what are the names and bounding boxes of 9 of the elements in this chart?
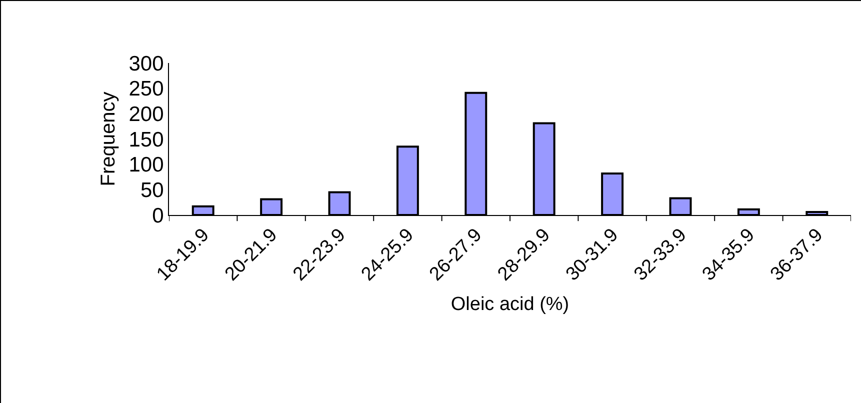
- y-tick-label: 150: [128, 128, 164, 152]
- y-tick-label: 50: [140, 179, 164, 202]
- y-axis-title: Frequency: [97, 92, 120, 186]
- y-tick-label: 250: [128, 78, 164, 101]
- y-tick-label: 100: [128, 154, 164, 177]
- y-tick-label: 0: [152, 204, 164, 228]
- y-tick-label: 200: [128, 103, 164, 126]
- x-axis-title: Oleic acid (%): [450, 294, 570, 315]
- y-tick-label: 300: [128, 52, 164, 76]
